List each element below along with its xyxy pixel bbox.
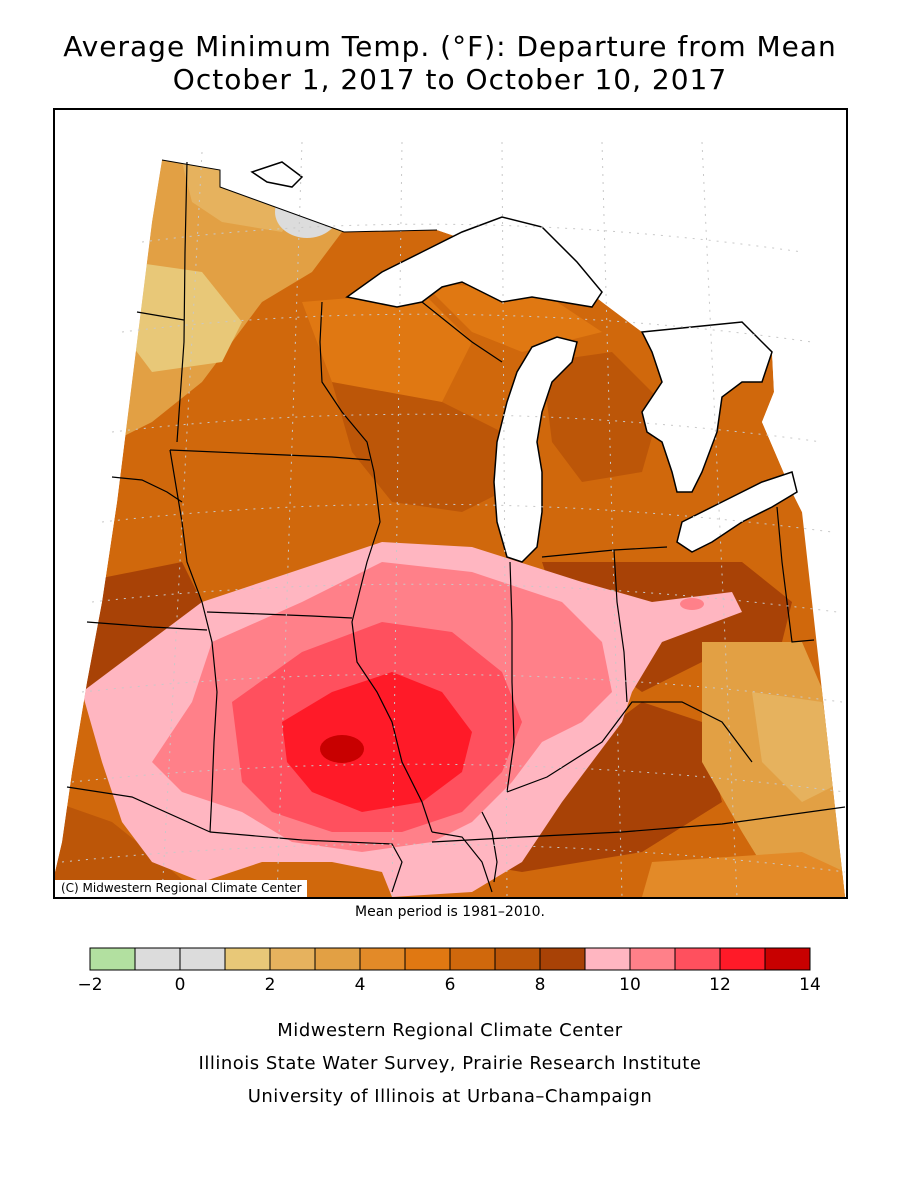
border-mo-il-south [431, 831, 493, 893]
band-deep-orange [332, 382, 522, 512]
mean-period-note: Mean period is 1981–2010. [355, 904, 545, 920]
border-ia-wi-il [351, 471, 433, 833]
legend-swatch-1 [134, 947, 181, 971]
map-date-range: October 1, 2017 to October 10, 2017 [172, 63, 728, 96]
border-il-in [506, 561, 515, 793]
border-mn-wi [319, 301, 375, 473]
legend-swatch-11 [584, 947, 631, 971]
border-sd-ne [111, 476, 183, 503]
border-ia-mo [206, 611, 353, 619]
legend-swatch-7 [404, 947, 451, 971]
credit-line-2: Illinois State Water Survey, Prairie Res… [198, 1053, 702, 1074]
legend-tick-label: 6 [445, 975, 456, 995]
legend-swatch-15 [764, 947, 811, 971]
lake-michigan [493, 336, 578, 563]
band-mi-up [422, 282, 602, 352]
legend-swatch-5 [314, 947, 361, 971]
band-red-13 [320, 735, 364, 763]
border-mn-nd [176, 161, 188, 443]
border-wi-mi [421, 301, 503, 363]
legend-swatch-9 [494, 947, 541, 971]
border-mn-ia [169, 449, 371, 461]
mississippi-river-south [481, 811, 498, 883]
lake-huron [640, 321, 773, 493]
lake-winnipeg-area [250, 161, 304, 188]
legend-tick-label: 14 [799, 975, 821, 995]
border-ky-tn [431, 806, 846, 843]
copyright-label: (C) Midwestern Regional Climate Center [55, 880, 307, 897]
legend-swatch-14 [719, 947, 766, 971]
border-ks-mo [209, 691, 218, 833]
legend-swatch-8 [449, 947, 496, 971]
legend-swatch-12 [629, 947, 676, 971]
band-sw-corner [55, 802, 202, 897]
state-boundaries [66, 161, 846, 893]
border-ks-ok [66, 786, 211, 833]
legend-swatch-0 [89, 947, 136, 971]
legend-swatch-4 [269, 947, 316, 971]
legend-tick-label: 12 [709, 975, 731, 995]
border-ohio-river [506, 701, 753, 793]
analysis-region-outline [161, 159, 438, 233]
border-mo-ar [209, 831, 403, 893]
color-scale-legend: −2 0 2 4 6 8 10 12 14 [77, 947, 821, 995]
temperature-departure-map [55, 110, 846, 897]
legend-swatch-10 [539, 947, 586, 971]
warm-spot-indiana [566, 712, 582, 724]
warm-spot-ohio [680, 598, 704, 610]
outside-region-north-canada [55, 110, 846, 872]
band-north-pale [122, 262, 242, 372]
legend-tick-label: 4 [355, 975, 366, 995]
legend-tick-label: 2 [265, 975, 276, 995]
border-ne-ks [86, 621, 208, 631]
border-oh-pa [776, 506, 815, 643]
band-ky-pale [752, 692, 842, 802]
band-lower-mi [542, 352, 662, 482]
legend-tick-label: −2 [77, 975, 102, 995]
map-panel: (C) Midwestern Regional Climate Center [53, 108, 848, 899]
legend-tick-label: 8 [535, 975, 546, 995]
credit-line-3: University of Illinois at Urbana–Champai… [247, 1086, 653, 1107]
legend-swatch-2 [179, 947, 226, 971]
map-title: Average Minimum Temp. (°F): Departure fr… [63, 30, 837, 63]
border-ia-ne [169, 449, 218, 693]
border-in-oh [613, 549, 628, 703]
legend-tick-label: 10 [619, 975, 641, 995]
band-red-12 [282, 672, 472, 812]
legend-swatch-13 [674, 947, 721, 971]
lake-erie [676, 471, 798, 553]
credit-line-1: Midwestern Regional Climate Center [277, 1020, 623, 1041]
legend-swatch-3 [224, 947, 271, 971]
legend-swatch-6 [359, 947, 406, 971]
legend-tick-label: 0 [175, 975, 186, 995]
graticule [61, 141, 846, 897]
great-lakes [250, 161, 798, 563]
band-se-corner [642, 852, 845, 897]
border-nd-sd [136, 311, 185, 321]
